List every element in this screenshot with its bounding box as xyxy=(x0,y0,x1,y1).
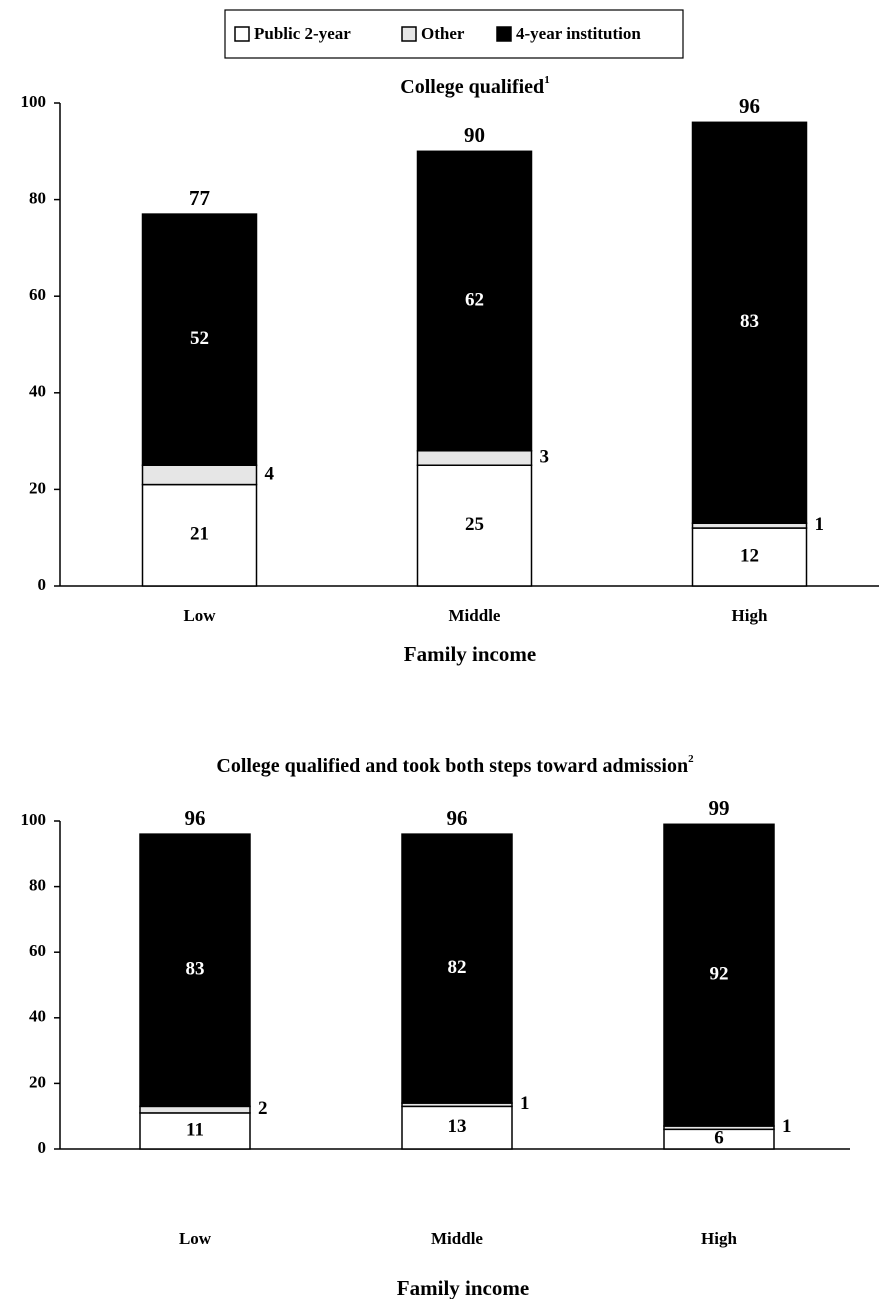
bar-segment xyxy=(401,833,513,1104)
bar-segment xyxy=(416,150,533,452)
bar-segment xyxy=(141,483,258,587)
legend-swatch xyxy=(234,26,250,42)
y-tick-label: 100 xyxy=(21,810,47,829)
bar-segment xyxy=(139,1112,251,1150)
total-label: 77 xyxy=(189,186,210,210)
total-label: 99 xyxy=(709,796,730,820)
data-label: 1 xyxy=(815,514,825,535)
y-tick-label: 80 xyxy=(29,189,46,208)
data-label: 52 xyxy=(190,328,209,349)
data-label: 12 xyxy=(740,545,759,566)
data-label: 1 xyxy=(782,1116,792,1137)
x-tick-label: High xyxy=(701,1229,737,1248)
y-tick-label: 60 xyxy=(29,285,46,304)
y-tick-label: 20 xyxy=(29,478,46,497)
total-label: 96 xyxy=(447,806,468,830)
data-label: 21 xyxy=(190,524,209,545)
data-label: 83 xyxy=(186,959,205,980)
bar-segment xyxy=(141,213,258,466)
y-tick-label: 40 xyxy=(29,1007,46,1026)
legend: Public 2-year Other 4-year institution xyxy=(234,24,641,43)
bar-segment xyxy=(401,1105,513,1150)
y-tick-label: 40 xyxy=(29,382,46,401)
data-label: 13 xyxy=(448,1116,467,1137)
legend-label: Other xyxy=(421,24,465,43)
title-note: 1 xyxy=(544,74,550,86)
chart-title: College qualified and took both steps to… xyxy=(216,753,694,777)
x-tick-label: Middle xyxy=(449,606,501,625)
x-tick-label: Middle xyxy=(431,1229,483,1248)
legend-swatch xyxy=(496,26,512,42)
x-axis-label: Family income xyxy=(397,1276,529,1299)
bar-segment xyxy=(141,464,258,486)
data-label: 1 xyxy=(520,1093,530,1114)
bar-segment xyxy=(416,450,533,467)
bar-segment xyxy=(139,1105,251,1114)
data-label: 2 xyxy=(258,1098,268,1119)
y-tick-label: 100 xyxy=(21,92,47,111)
title-text: College qualified and took both steps to… xyxy=(216,755,688,777)
y-tick-label: 60 xyxy=(29,941,46,960)
legend-label: 4-year institution xyxy=(516,24,641,43)
x-tick-label: High xyxy=(732,606,768,625)
x-axis-label: Family income xyxy=(404,642,536,666)
title-text: College qualified xyxy=(400,76,544,98)
legend-label: Public 2-year xyxy=(254,24,351,43)
bar-segment xyxy=(416,464,533,587)
bar-segment xyxy=(663,823,775,1127)
x-tick-label: Low xyxy=(179,1229,212,1248)
total-label: 90 xyxy=(464,123,485,147)
legend-swatch xyxy=(401,26,417,42)
y-tick-label: 80 xyxy=(29,876,46,895)
data-label: 83 xyxy=(740,311,759,332)
total-label: 96 xyxy=(185,806,206,830)
data-label: 82 xyxy=(448,957,467,978)
data-label: 25 xyxy=(465,514,484,535)
chart-title: College qualified1 xyxy=(400,74,549,98)
total-label: 96 xyxy=(739,94,760,118)
y-tick-label: 0 xyxy=(38,575,47,594)
data-label: 3 xyxy=(540,446,550,467)
x-tick-label: Low xyxy=(183,606,216,625)
y-tick-label: 0 xyxy=(38,1138,47,1157)
bar-segment xyxy=(139,833,251,1108)
data-label: 92 xyxy=(710,964,729,985)
data-label: 11 xyxy=(186,1119,204,1140)
bar-segment xyxy=(691,121,808,524)
data-label: 62 xyxy=(465,289,484,310)
data-label: 4 xyxy=(265,463,275,484)
title-note: 2 xyxy=(688,753,694,765)
legend-box xyxy=(224,9,684,59)
data-label: 6 xyxy=(714,1128,724,1149)
y-tick-label: 20 xyxy=(29,1072,46,1091)
